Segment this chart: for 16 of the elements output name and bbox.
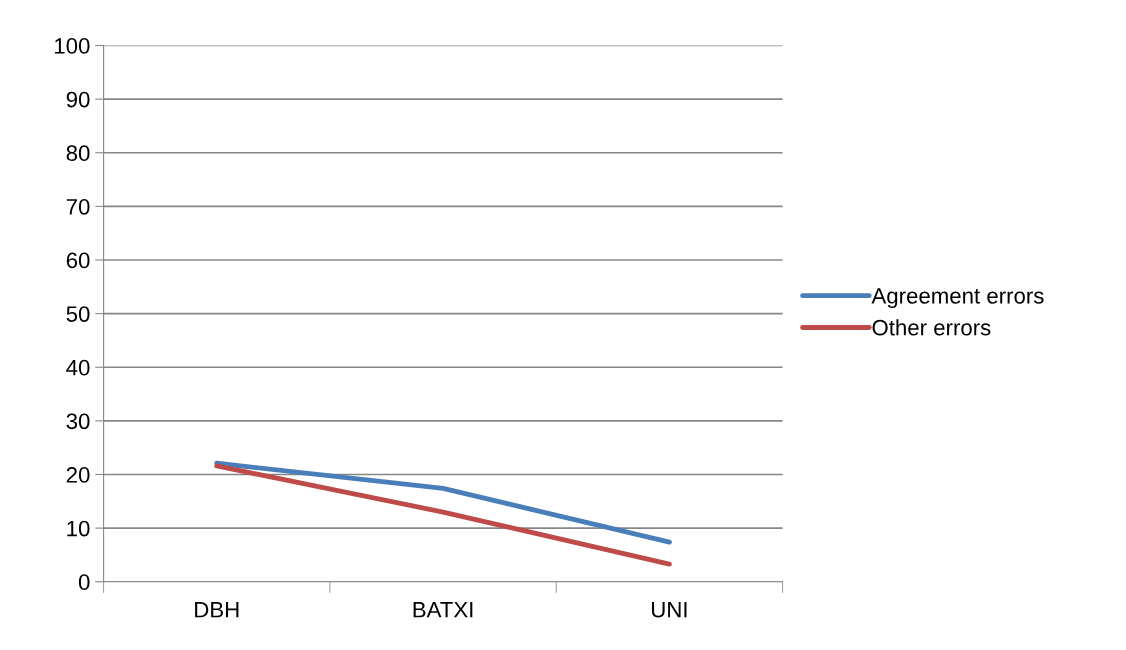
y-tick-label: 80 [66, 145, 90, 162]
legend-label: Other errors [872, 319, 991, 336]
y-tick-label: 90 [66, 91, 90, 108]
y-tick-label: 0 [78, 574, 90, 591]
y-tick-label: 40 [66, 359, 90, 376]
y-tick-label: 50 [66, 306, 90, 322]
x-tick-label: BATXI [413, 602, 473, 618]
legend-label: Agreement errors [871, 288, 1044, 309]
x-tick-label: UNI [651, 602, 687, 618]
y-tick-label: 60 [66, 252, 90, 269]
y-tick-label: 30 [66, 413, 90, 430]
x-tick-label: DBH [195, 602, 239, 618]
y-tick-label: 70 [66, 198, 90, 215]
y-tick-label: 10 [67, 520, 90, 537]
y-tick-label: 20 [66, 467, 90, 483]
y-tick-label: 100 [55, 38, 90, 54]
